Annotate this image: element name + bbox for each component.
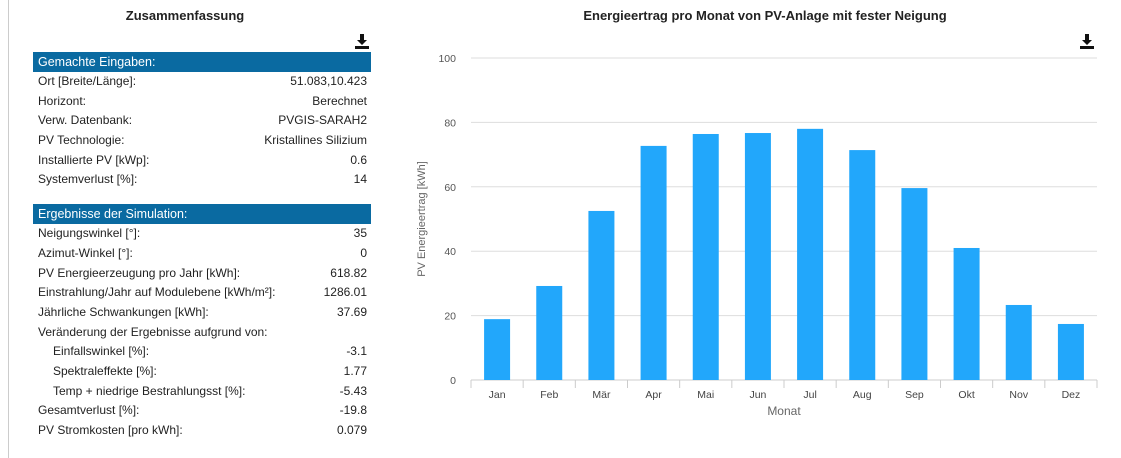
row-value: -5.43 — [339, 383, 367, 398]
row-label: Einfallswinkel [%]: — [53, 344, 150, 359]
row-value: 35 — [353, 226, 367, 241]
row-label: Ort [Breite/Länge]: — [38, 74, 137, 88]
bar-jan — [484, 319, 511, 380]
y-tick-label: 60 — [444, 182, 456, 194]
bar-feb — [536, 285, 563, 380]
results-header: Ergebnisse der Simulation: — [33, 204, 371, 225]
chart-title: Energieertrag pro Monat von PV-Anlage mi… — [583, 8, 947, 23]
bar-nov — [1005, 304, 1032, 380]
download-icon[interactable] — [354, 33, 370, 49]
row-value: Berechnet — [312, 93, 367, 108]
summary-row: Einstrahlung/Jahr auf Modulebene [kWh/m²… — [33, 283, 371, 303]
row-label: Verw. Datenbank: — [38, 113, 133, 128]
row-label: Temp + niedrige Bestrahlungsst [%]: — [53, 383, 246, 398]
row-label: Spektraleffekte [%]: — [53, 363, 157, 378]
summary-row: Systemverlust [%]: 14 — [33, 170, 371, 190]
summary-row: Temp + niedrige Bestrahlungsst [%]: -5.43 — [33, 382, 371, 402]
y-tick-label: 40 — [444, 246, 456, 258]
row-label: Systemverlust [%]: — [38, 172, 138, 187]
summary-title: Zusammenfassung — [125, 8, 245, 23]
row-label: Azimut-Winkel [°]: — [38, 245, 133, 260]
x-tick-label: Aug — [853, 389, 872, 401]
x-tick-label: Okt — [958, 389, 974, 401]
x-tick-label: Jan — [489, 389, 506, 401]
x-tick-label: Jul — [803, 389, 816, 401]
row-value: PVGIS-SARAH2 — [278, 113, 367, 128]
row-label: Gesamtverlust [%]: — [38, 403, 140, 418]
row-value: 14 — [353, 172, 367, 187]
bar-mär — [588, 210, 615, 380]
x-tick-label: Feb — [540, 389, 558, 401]
x-tick-label: Apr — [645, 389, 662, 401]
chart-download-icon[interactable] — [1079, 33, 1095, 49]
row-label: PV Technologie: — [38, 133, 125, 148]
x-tick-label: Mai — [697, 389, 714, 401]
summary-row: PV Technologie: Kristallines Silizium — [33, 131, 371, 151]
summary-row: Einfallswinkel [%]: -3.1 — [33, 342, 371, 362]
summary-row: Jährliche Schwankungen [kWh]: 37.69 — [33, 303, 371, 323]
row-value: 0.079 — [336, 423, 367, 437]
row-label: Veränderung der Ergebnisse aufgrund von: — [38, 324, 268, 339]
y-tick-label: 100 — [438, 53, 456, 65]
summary-row: Veränderung der Ergebnisse aufgrund von: — [33, 323, 371, 343]
y-tick-label: 20 — [444, 311, 456, 323]
x-axis-title: Monat — [767, 404, 801, 418]
row-label: PV Energieerzeugung pro Jahr [kWh]: — [38, 265, 241, 280]
summary-row: PV Stromkosten [pro kWh]: 0.079 — [33, 421, 371, 441]
summary-row: Horizont: Berechnet — [33, 92, 371, 112]
x-tick-label: Dez — [1062, 389, 1081, 401]
panel-divider — [8, 0, 9, 458]
summary-row: PV Energieerzeugung pro Jahr [kWh]: 618.8… — [33, 264, 371, 284]
bar-mai — [692, 133, 719, 380]
row-label: Installierte PV [kWp]: — [38, 152, 150, 167]
summary-row: Neigungswinkel [°]: 35 — [33, 224, 371, 244]
row-value: Kristallines Silizium — [264, 133, 367, 148]
row-label: Einstrahlung/Jahr auf Modulebene [kWh/m²… — [38, 285, 276, 300]
summary-row: Installierte PV [kWp]: 0.6 — [33, 151, 371, 171]
bar-dez — [1057, 323, 1084, 380]
bar-jun — [744, 133, 771, 380]
row-value: 51.083,10.423 — [290, 74, 367, 88]
bar-aug — [849, 150, 876, 380]
x-tick-label: Sep — [905, 389, 924, 401]
inputs-header: Gemachte Eingaben: — [33, 52, 371, 72]
row-label: Neigungswinkel [°]: — [38, 226, 141, 241]
bar-jul — [797, 128, 824, 380]
summary-row: Ort [Breite/Länge]: 51.083,10.423 — [33, 72, 371, 92]
summary-row: Verw. Datenbank: PVGIS-SARAH2 — [33, 111, 371, 131]
x-tick-label: Mär — [592, 389, 611, 401]
x-tick-label: Nov — [1009, 389, 1028, 401]
row-value: 0 — [360, 245, 367, 260]
bar-sep — [901, 188, 928, 380]
y-tick-label: 0 — [450, 375, 456, 387]
summary-row: Gesamtverlust [%]: -19.8 — [33, 401, 371, 421]
row-value: 1.77 — [343, 363, 367, 378]
summary-row: Azimut-Winkel [°]: 0 — [33, 244, 371, 264]
bar-apr — [640, 145, 667, 380]
row-value: -3.1 — [346, 344, 367, 359]
row-value: 618.82 — [330, 265, 367, 280]
y-axis-title: PV Energieertrag [kWh] — [416, 161, 428, 277]
row-label: Jährliche Schwankungen [kWh]: — [38, 304, 209, 319]
row-value: 0.6 — [350, 152, 367, 167]
row-value: -19.8 — [339, 403, 367, 418]
row-value: 37.69 — [336, 304, 367, 319]
summary-row: Spektraleffekte [%]: 1.77 — [33, 362, 371, 382]
row-label: Horizont: — [38, 93, 87, 108]
row-value: 1286.01 — [323, 285, 367, 300]
x-tick-label: Jun — [749, 389, 766, 401]
summary-panel: Gemachte Eingaben: Ort [Breite/Länge]: 51… — [33, 52, 371, 441]
y-tick-label: 80 — [444, 117, 456, 129]
bar-okt — [953, 247, 980, 380]
row-label: PV Stromkosten [pro kWh]: — [38, 423, 183, 437]
